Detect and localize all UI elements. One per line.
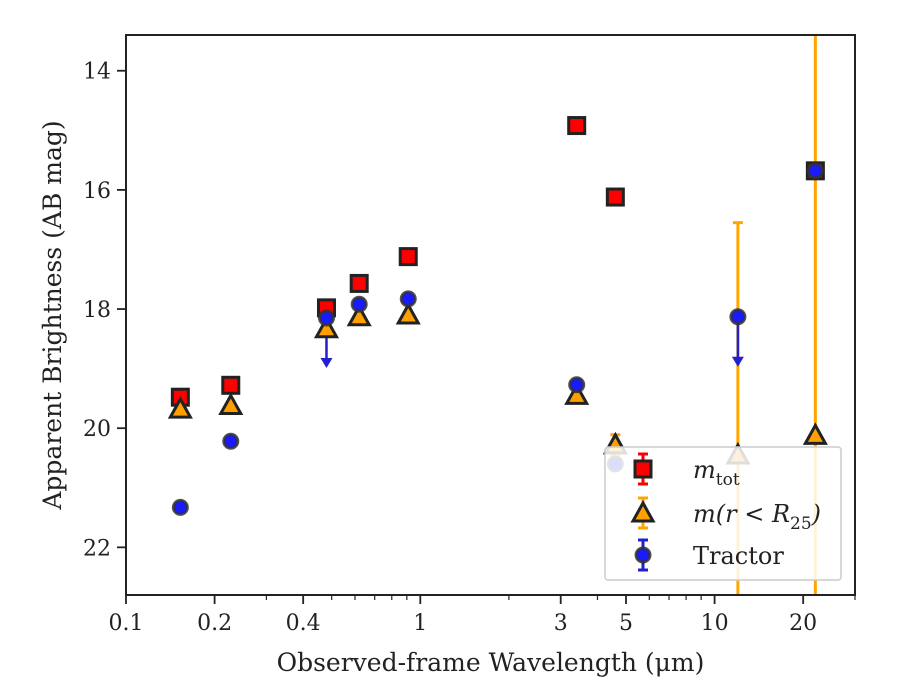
axis-ticks: 0.1 0.2 0.4 1 3 5 10 20 14 16 18 20 22 xyxy=(83,60,856,636)
x-tick-label-1: 0.2 xyxy=(197,611,232,636)
legend-label-1: m(r < R25) xyxy=(693,500,821,534)
x-tick-label-5: 5 xyxy=(619,611,633,636)
legend-marker-1 xyxy=(630,499,656,523)
legend-label-0-sub: tot xyxy=(716,470,740,490)
y-tick-label-0: 14 xyxy=(83,60,111,85)
x-tick-label-6: 10 xyxy=(701,611,729,636)
series-1-point-8 xyxy=(802,422,828,445)
legend-label-0-base: m xyxy=(693,456,716,484)
series-2-point-5 xyxy=(568,376,586,394)
series-2-point-4 xyxy=(399,290,417,308)
legend: mtot m(r < R25) Tractor xyxy=(604,446,842,581)
series-1-point-0 xyxy=(167,396,193,419)
x-tick-label-2: 0.4 xyxy=(286,611,321,636)
legend-label-2: Tractor xyxy=(693,542,784,570)
series-1-point-1 xyxy=(218,392,244,416)
legend-marker-0 xyxy=(633,459,653,479)
series-2-point-3 xyxy=(350,295,368,313)
series-2-point-1 xyxy=(222,432,240,450)
series-2-point-8 xyxy=(806,162,824,180)
series-1-point-2 xyxy=(313,315,340,339)
plot-frame xyxy=(125,34,856,596)
series-2-point-0 xyxy=(171,498,189,516)
legend-label-0: mtot xyxy=(693,456,740,490)
legend-label-1-base: m(r < R xyxy=(693,500,790,528)
y-axis-label: Apparent Brightness (AB mag) xyxy=(38,120,67,510)
y-tick-label-2: 18 xyxy=(83,298,111,323)
series-0-point-6 xyxy=(605,187,625,207)
x-tick-label-3: 1 xyxy=(413,611,427,636)
series-1-point-4 xyxy=(395,301,421,325)
x-tick-label-4: 3 xyxy=(554,611,568,636)
series-0-point-3 xyxy=(349,273,369,293)
legend-marker-2 xyxy=(634,546,652,564)
x-tick-label-0: 0.1 xyxy=(109,611,144,636)
legend-label-1-sub: 25 xyxy=(790,514,812,534)
y-tick-label-3: 20 xyxy=(83,417,111,442)
series-0-point-4 xyxy=(398,247,418,267)
x-axis-label: Observed-frame Wavelength (μm) xyxy=(277,648,705,677)
series-2-point-7 xyxy=(729,308,747,326)
y-tick-label-1: 16 xyxy=(83,179,111,204)
series-0-point-1 xyxy=(221,375,241,395)
series-2-point-7-limit-arrow-head xyxy=(731,356,744,367)
series-1-point-5 xyxy=(564,382,590,405)
y-tick-label-4: 22 xyxy=(83,536,111,561)
x-tick-label-7: 20 xyxy=(789,611,817,636)
series-2-point-2-limit-arrow-head xyxy=(320,357,333,368)
series-0-point-5 xyxy=(567,116,587,136)
series-2-point-2 xyxy=(317,309,335,327)
legend-label-1-tail: ) xyxy=(811,500,821,528)
series-1-point-3 xyxy=(346,303,372,327)
legend-box xyxy=(604,446,842,581)
